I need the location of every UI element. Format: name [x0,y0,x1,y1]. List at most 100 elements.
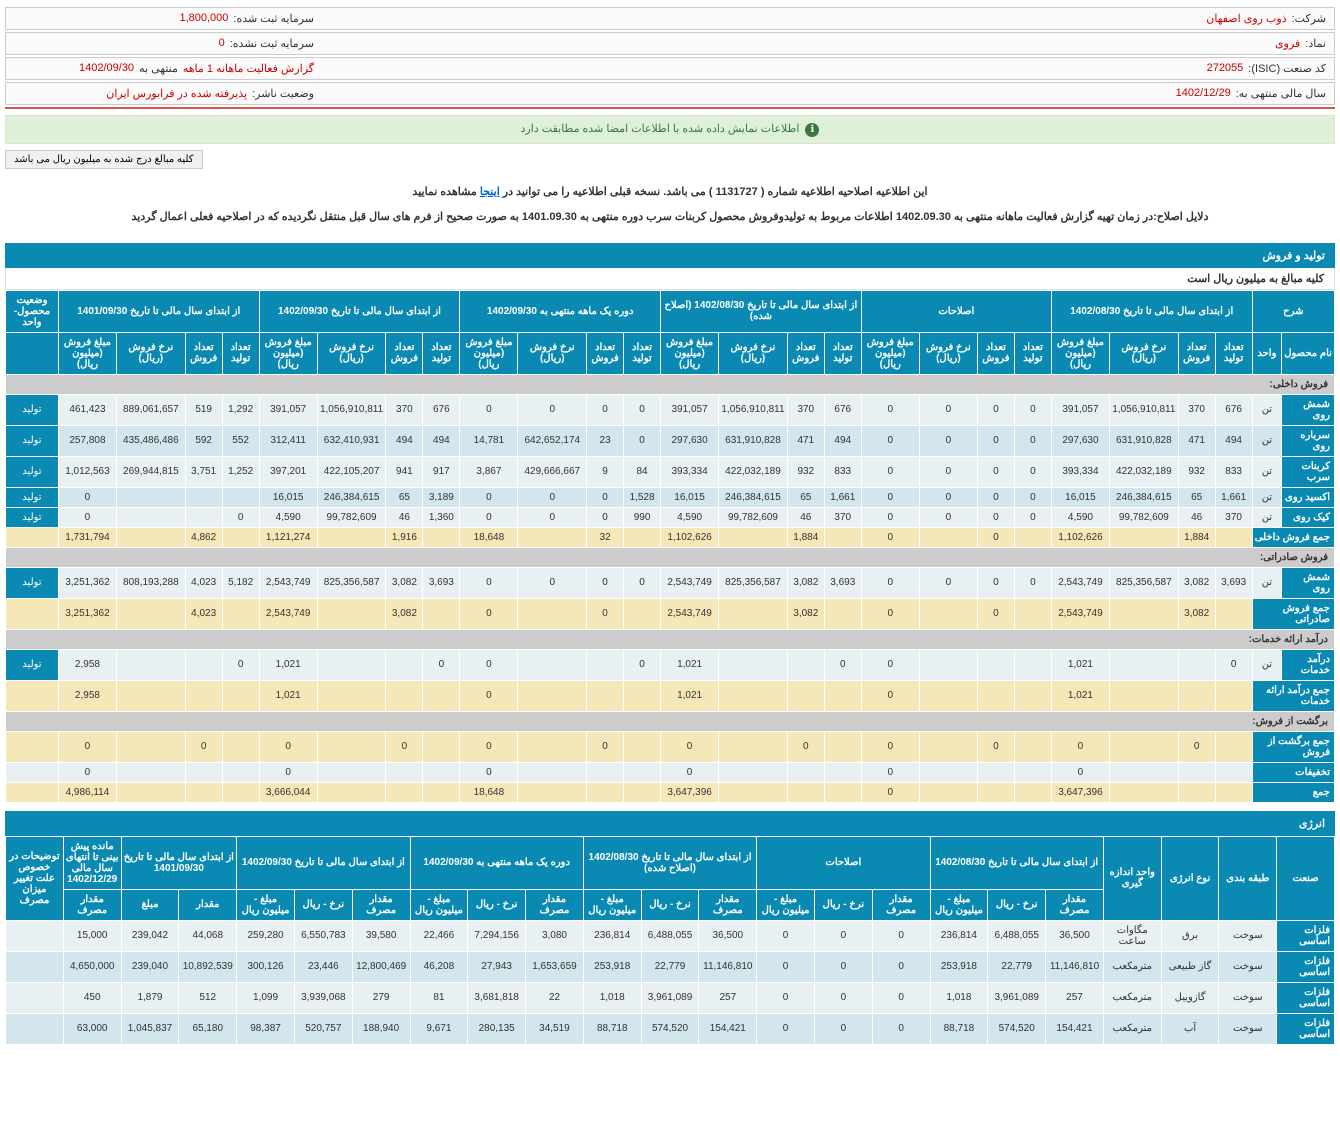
cell: 3,647,396 [661,782,719,802]
cell: 391,057 [1051,394,1109,425]
cell: 0 [757,951,815,982]
cell [977,649,1014,680]
cell: 1,056,910,811 [317,394,386,425]
symbol-label: نماد: [1305,37,1326,50]
subcol: نام محصول [1282,332,1335,374]
cell: 0 [518,487,587,507]
cell: 1,252 [222,456,259,487]
cell: 6,550,783 [294,920,352,951]
year-label: سال مالی منتهی به: [1236,87,1326,100]
cell: 3,082 [386,567,423,598]
cell: 3,082 [1178,598,1215,629]
cell: 676 [824,394,861,425]
cell: سوخت [1219,1013,1277,1044]
cell: کیک روی [1282,507,1335,527]
cell: 39,580 [352,920,410,951]
cell: 0 [222,507,259,527]
cell [1014,731,1051,762]
subcol: نرخ - ریال [294,889,352,920]
cell [1178,649,1215,680]
total-label: جمع [1252,782,1334,802]
cell: 0 [872,951,930,982]
cell: 552 [222,425,259,456]
col-group: توضیحات در خصوص علت تغییر میزان مصرف [6,836,64,920]
cell: 0 [460,731,518,762]
cell: 3,251,362 [58,598,116,629]
cell [1014,598,1051,629]
cell: 4,023 [185,598,222,629]
cell: 3,666,044 [259,782,317,802]
subcol: تعداد فروش [386,332,423,374]
cell: 257 [1046,982,1104,1013]
cell: 494 [824,425,861,456]
cell: 808,193,288 [117,567,186,598]
cell: 0 [861,507,919,527]
cell: 36,500 [699,920,757,951]
cell: 2,543,749 [259,567,317,598]
cell: 98,387 [237,1013,295,1044]
cell: 0 [222,649,259,680]
cell: سوخت [1219,920,1277,951]
currency-note-button[interactable]: کلیه مبالغ درج شده به میلیون ریال می باش… [5,150,203,169]
cell [6,1013,64,1044]
cell: 0 [518,567,587,598]
cell: 0 [977,598,1014,629]
cell: 2,543,749 [1051,567,1109,598]
cell: 3,751 [185,456,222,487]
cell: 0 [587,507,624,527]
cell: 422,032,189 [1110,456,1179,487]
cell: 3,693 [423,567,460,598]
cell: 370 [1178,394,1215,425]
subcol: تعداد فروش [185,332,222,374]
symbol-value: فروی [1275,37,1300,50]
cell: 300,126 [237,951,295,982]
cell [185,507,222,527]
cell: 494 [386,425,423,456]
col-group: از ابتدای سال مالی تا تاریخ 1401/09/30 [121,836,237,889]
cell: 0 [661,731,719,762]
cell: مگاوات ساعت [1103,920,1161,951]
col-group: وضعیت محصول-واحد [6,290,59,332]
cell: 22,779 [641,951,699,982]
cell: 631,910,828 [1110,425,1179,456]
cell: 1,916 [386,527,423,547]
cell: 0 [587,487,624,507]
cell [423,598,460,629]
subcol: تعداد تولید [1215,332,1252,374]
cell: 0 [587,567,624,598]
cell: 36,500 [1046,920,1104,951]
cell: 236,814 [583,920,641,951]
cell [719,680,788,711]
company-value: ذوب روی اصفهان [1206,12,1286,25]
cell [317,680,386,711]
cell: 65 [386,487,423,507]
isic-value: 272055 [1207,62,1244,75]
cell [587,649,624,680]
cell: 16,015 [1051,487,1109,507]
cell: 1,884 [1178,527,1215,547]
cell: 1,045,837 [121,1013,179,1044]
cell [117,527,186,547]
cell: کربنات سرب [1282,456,1335,487]
company-label: شرکت: [1292,12,1326,25]
cell: 3,961,089 [988,982,1046,1013]
col-group: دوره یک ماهه منتهی به 1402/09/30 [460,290,661,332]
cell: 9 [587,456,624,487]
cell: 3,082 [787,567,824,598]
report-date: 1402/09/30 [79,62,134,75]
subcol: مقدار مصرف [1046,889,1104,920]
cell: 18,648 [460,782,518,802]
cell [977,680,1014,711]
cell [222,527,259,547]
cell [185,487,222,507]
cell: تولید [6,487,59,507]
subcol: واحد [1252,332,1282,374]
cell [117,487,186,507]
disc-label: تخفیفات [1252,762,1334,782]
cell: 0 [861,527,919,547]
cell: 46 [386,507,423,527]
prev-link[interactable]: اینجا [480,186,500,198]
cell: 1,056,910,811 [719,394,788,425]
cell [423,680,460,711]
cell: 84 [624,456,661,487]
